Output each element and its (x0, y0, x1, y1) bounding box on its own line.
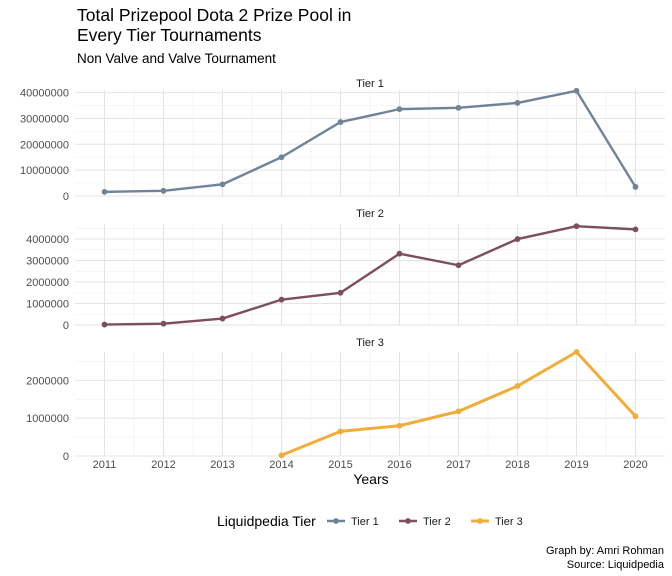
facet-strip-label: Tier 3 (356, 337, 384, 349)
chart-title-line-2: Every Tier Tournaments (77, 25, 262, 45)
data-point (101, 321, 108, 328)
caption-line-1: Graph by: Amri Rohman (546, 545, 664, 557)
data-point (514, 383, 521, 389)
chart-subtitle: Non Valve and Valve Tournament (77, 51, 276, 66)
y-tick-label: 2000000 (26, 277, 69, 289)
legend-label: Tier 1 (351, 516, 379, 528)
data-point (396, 250, 403, 257)
legend-item: Tier 1 (327, 516, 379, 528)
data-point (455, 262, 462, 269)
y-tick-label: 0 (63, 451, 69, 463)
y-tick-label: 20000000 (20, 139, 69, 151)
y-tick-label: 40000000 (20, 88, 69, 100)
data-point (455, 408, 462, 415)
y-tick-label: 1000000 (26, 413, 69, 425)
x-tick-label: 2014 (269, 459, 293, 471)
x-tick-label: 2020 (623, 459, 647, 471)
x-tick-label: 2011 (93, 459, 117, 471)
y-tick-label: 0 (63, 320, 69, 332)
series-line-tier-1 (103, 89, 637, 194)
data-point (160, 320, 167, 327)
data-point (632, 184, 639, 190)
legend-key-point (477, 518, 483, 524)
y-tick-label: 10000000 (20, 165, 69, 177)
data-point (514, 100, 521, 106)
data-point (632, 226, 639, 233)
x-tick-label: 2019 (564, 459, 588, 471)
legend-label: Tier 3 (495, 516, 523, 528)
facet-panel-1: Tier 1 0 10000000 20000000 30000000 40000000 (20, 78, 665, 203)
data-point (101, 188, 108, 195)
y-tick-label: 30000000 (20, 113, 69, 125)
chart-title-line-1: Total Prizepool Dota 2 Prize Pool in (77, 5, 351, 25)
data-point (337, 428, 344, 435)
data-point (160, 187, 167, 194)
y-tick-label: 3000000 (26, 256, 69, 268)
data-point (337, 289, 344, 296)
data-point (573, 87, 580, 94)
legend-title: Liquidpedia Tier (217, 513, 316, 529)
series-line-tier-2 (103, 224, 637, 326)
y-tick-label: 0 (63, 191, 69, 203)
x-tick-label: 2018 (505, 459, 529, 471)
legend-item: Tier 3 (471, 516, 523, 528)
data-point (396, 422, 403, 429)
y-tick-label: 1000000 (26, 299, 69, 311)
data-point (219, 315, 226, 322)
data-point (573, 223, 580, 230)
data-point (396, 106, 403, 113)
x-tick-label: 2015 (328, 459, 352, 471)
data-point (514, 236, 521, 242)
facet-panels: Tier 1010000000200000003000000040000000T… (20, 78, 665, 463)
x-tick-label: 2012 (151, 459, 175, 471)
data-point (278, 154, 285, 161)
data-point (278, 452, 285, 459)
x-axis: 2011 2012 2013 2014 2015 2016 2017 2018 2019 2020 (93, 459, 648, 471)
legend-item: Tier 2 (399, 516, 451, 528)
data-point (219, 181, 226, 188)
x-tick-label: 2013 (210, 459, 234, 471)
legend-label: Tier 2 (423, 516, 451, 528)
caption-line-2: Source: Liquidpedia (567, 559, 665, 571)
data-point (573, 349, 580, 355)
legend: Liquidpedia Tier Tier 1 Tier 2 Tier 3 (217, 513, 523, 529)
x-tick-label: 2017 (446, 459, 470, 471)
facet-strip-label: Tier 1 (356, 78, 384, 90)
legend-key-point (405, 518, 411, 524)
facet-strip-label: Tier 2 (356, 208, 384, 220)
facet-panel-3: Tier 3 0 1000000 2000000 (26, 337, 665, 463)
legend-key-point (333, 518, 339, 524)
facet-panel-2: Tier 2 0 1000000 2000000 3000000 4000000 (26, 208, 665, 332)
y-tick-label: 4000000 (26, 234, 69, 246)
x-axis-title: Years (353, 471, 388, 487)
data-point (278, 296, 285, 303)
x-tick-label: 2016 (387, 459, 411, 471)
y-tick-label: 2000000 (26, 375, 69, 387)
data-point (632, 413, 639, 420)
data-point (455, 104, 462, 111)
data-point (337, 119, 344, 125)
